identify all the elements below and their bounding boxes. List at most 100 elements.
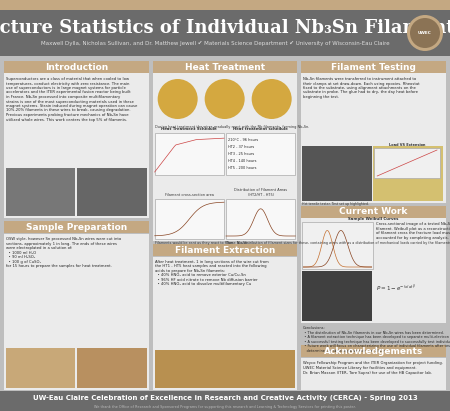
Text: sections, approximately 1 in long. The ends of these wires: sections, approximately 1 in long. The e… [6, 242, 117, 245]
Bar [155, 350, 295, 388]
Bar [0, 10, 450, 56]
Text: • 40% HNO₃ acid to remove exterior Cu/Cu-Sn: • 40% HNO₃ acid to remove exterior Cu/Cu… [155, 273, 245, 277]
Text: Heat treatment schedule: Heat treatment schedule [233, 127, 288, 131]
Text: Heat Treatment Schedule: Heat Treatment Schedule [162, 127, 217, 131]
Circle shape [252, 79, 292, 119]
Text: HT5 - 200 hours: HT5 - 200 hours [228, 166, 256, 170]
Text: were electroplated in a solution of:: were electroplated in a solution of: [6, 246, 72, 250]
Text: use of superconductors is in large magnet systems for particle: use of superconductors is in large magne… [6, 86, 126, 90]
Bar [153, 244, 297, 256]
Text: Filament Extraction: Filament Extraction [175, 245, 275, 254]
Text: UWEC Material Science Library for facilities and equipment.: UWEC Material Science Library for facili… [303, 366, 417, 370]
Text: magnet systems. Strain induced during magnet operation can cause: magnet systems. Strain induced during ma… [6, 104, 137, 108]
Text: beginning the test.: beginning the test. [303, 95, 339, 99]
Bar [0, 57, 450, 391]
Circle shape [205, 79, 245, 119]
Bar [4, 221, 149, 233]
Bar [0, 391, 450, 411]
Text: utilized whole wires. This work centers the top 5% of filaments.: utilized whole wires. This work centers … [6, 118, 127, 122]
Bar [77, 348, 147, 388]
Text: Previous experiments probing fracture mechanics of Nb₃Sn have: Previous experiments probing fracture me… [6, 113, 129, 117]
Text: Cross-sectional image of a tested Nb₃Sn: Cross-sectional image of a tested Nb₃Sn [376, 222, 450, 226]
Text: Load VS Extension: Load VS Extension [389, 143, 425, 147]
Bar [302, 358, 446, 390]
Text: There is a distribution of filament sizes for these, containing wires with as a : There is a distribution of filament size… [226, 241, 450, 245]
Bar [4, 73, 149, 218]
Text: of filament cross the fracture load must be: of filament cross the fracture load must… [376, 231, 450, 235]
Text: Sample Preparation: Sample Preparation [26, 222, 127, 231]
Circle shape [407, 15, 443, 51]
Text: • A successful testing technique has been developed to successfully test individ: • A successful testing technique has bee… [302, 339, 450, 344]
Text: filament. Weibull plot as a reconstruction: filament. Weibull plot as a reconstructi… [376, 226, 450, 231]
Text: Distribution of Filament Areas
(HT2/HT - HT5): Distribution of Filament Areas (HT2/HT -… [234, 188, 287, 197]
Text: Filament cross-section area: Filament cross-section area [165, 193, 214, 197]
Text: $P = 1 - e^{-(x/\alpha)^\beta}$: $P = 1 - e^{-(x/\alpha)^\beta}$ [376, 282, 416, 294]
Bar [155, 133, 224, 175]
Bar [226, 133, 295, 175]
Bar [4, 61, 149, 73]
Text: We thank the Office of Research and Sponsored Programs for supporting this resea: We thank the Office of Research and Spon… [94, 405, 356, 409]
Bar [153, 257, 297, 390]
Text: Fracture Statistics of Individual Nb₃Sn Filaments: Fracture Statistics of Individual Nb₃Sn … [0, 19, 450, 37]
Text: Acknowledgements: Acknowledgements [324, 346, 423, 356]
Text: Nb₃Sn filaments were transferred to instrument attached to: Nb₃Sn filaments were transferred to inst… [303, 77, 417, 81]
Text: substrate in probe. The glue had to dry, the day heat before: substrate in probe. The glue had to dry,… [303, 90, 418, 95]
Text: Filament Testing: Filament Testing [331, 62, 416, 72]
Bar [226, 199, 295, 239]
Bar [302, 61, 446, 73]
Bar [302, 271, 372, 321]
Text: • 1000 ml H₂O: • 1000 ml H₂O [6, 250, 36, 254]
Text: Introduction: Introduction [45, 62, 108, 72]
Text: their clamps at set draw-down. Each using epoxies. Rheostat: their clamps at set draw-down. Each usin… [303, 81, 420, 85]
Text: UW-Eau Claire Celebration of Excellence in Research and Creative Activity (CERCA: UW-Eau Claire Celebration of Excellence … [32, 395, 418, 401]
Text: OSW style, however Sn processed Nb₃Sn wires were cut into: OSW style, however Sn processed Nb₃Sn wi… [6, 237, 121, 241]
Bar [4, 234, 149, 390]
Text: determine the Weibull parameters for Nb₃Sn.: determine the Weibull parameters for Nb₃… [302, 349, 387, 353]
Text: UWEC: UWEC [418, 31, 432, 35]
Text: HT3 - 25 hours: HT3 - 25 hours [228, 152, 254, 156]
Text: Conclusions:: Conclusions: [302, 326, 325, 330]
Text: accelerators and the ITER experimental fusion reactor being built: accelerators and the ITER experimental f… [6, 90, 130, 95]
Bar [6, 168, 75, 216]
Text: HT4 - 140 hours: HT4 - 140 hours [228, 159, 256, 163]
Text: in France. Nb₃Sn processed into composite multifilamentary: in France. Nb₃Sn processed into composit… [6, 95, 120, 99]
Bar [302, 206, 446, 218]
Text: Current Work: Current Work [339, 208, 408, 217]
Text: • 100 g of CuSO₄: • 100 g of CuSO₄ [6, 259, 41, 263]
Bar [373, 146, 443, 201]
Bar [302, 73, 446, 203]
Text: • 40% HNO₃ acid to dissolve multifilamentary Cu: • 40% HNO₃ acid to dissolve multifilamen… [155, 282, 251, 286]
Text: for 15 hours to prepare the samples for heat treatment.: for 15 hours to prepare the samples for … [6, 264, 112, 268]
Bar [302, 218, 446, 323]
Text: HT2 - 37 hours: HT2 - 37 hours [228, 145, 254, 149]
Text: accounted for by completing analysis.: accounted for by completing analysis. [376, 236, 449, 240]
Text: Hot tensile tester. Test set up highlighted.: Hot tensile tester. Test set up highligh… [302, 202, 369, 206]
Text: Dr. Brian Maxson (ITER, Tore Supra) for use of the HB Capacitor lab.: Dr. Brian Maxson (ITER, Tore Supra) for … [303, 371, 432, 375]
Bar [77, 168, 147, 216]
Text: • A filament extraction technique has been developed to separate multi-electron : • A filament extraction technique has be… [302, 335, 450, 339]
Bar [0, 0, 450, 10]
Text: Filaments would be sent as they react to filam.  Nb₃Sn: Filaments would be sent as they react to… [155, 241, 247, 245]
Bar [302, 222, 373, 269]
Text: temperatures, conduct electricity with zero resistance. The main: temperatures, conduct electricity with z… [6, 81, 130, 85]
Text: • The distribution of Nb₃Sn filaments in our Nb₃Sn wires has been determined.: • The distribution of Nb₃Sn filaments in… [302, 330, 444, 335]
Text: • 90 ml H₂SO₄: • 90 ml H₂SO₄ [6, 255, 35, 259]
Circle shape [410, 18, 440, 48]
Text: Heat Treatment: Heat Treatment [185, 62, 265, 72]
Bar [153, 73, 297, 241]
Text: Sample Weibull Curves: Sample Weibull Curves [348, 217, 399, 221]
Bar [155, 199, 224, 239]
Text: During heat treatment the wires gradually react with the Nb filaments, forming N: During heat treatment the wires graduall… [155, 125, 309, 129]
Text: the HT1 - HT5 heat samples and reacted into the following: the HT1 - HT5 heat samples and reacted i… [155, 265, 266, 268]
Bar [374, 148, 440, 178]
Text: After heat treatment, 1 in long sections of the wire cut from: After heat treatment, 1 in long sections… [155, 260, 268, 264]
Text: • 96% HF acid nitrate to remove Nb diffusion barrier: • 96% HF acid nitrate to remove Nb diffu… [155, 278, 257, 282]
Bar [302, 345, 446, 357]
Text: Weyco Fellowship Program and the ITER Organization for project funding.: Weyco Fellowship Program and the ITER Or… [303, 361, 443, 365]
Bar [6, 348, 75, 388]
Text: Maxwell Dylla, Nicholas Sullivan, and Dr. Matthew Jewell ✔ Materials Science Dep: Maxwell Dylla, Nicholas Sullivan, and Dr… [40, 41, 389, 46]
Text: 210°C - 96 hours: 210°C - 96 hours [228, 138, 258, 142]
Text: Superconductors are a class of material that when cooled to low: Superconductors are a class of material … [6, 77, 129, 81]
Text: acids to prepare for Nb₃Sn filaments:: acids to prepare for Nb₃Sn filaments: [155, 269, 225, 273]
Text: • Future work will focus on characterizing the use of individual filaments after: • Future work will focus on characterizi… [302, 344, 450, 348]
